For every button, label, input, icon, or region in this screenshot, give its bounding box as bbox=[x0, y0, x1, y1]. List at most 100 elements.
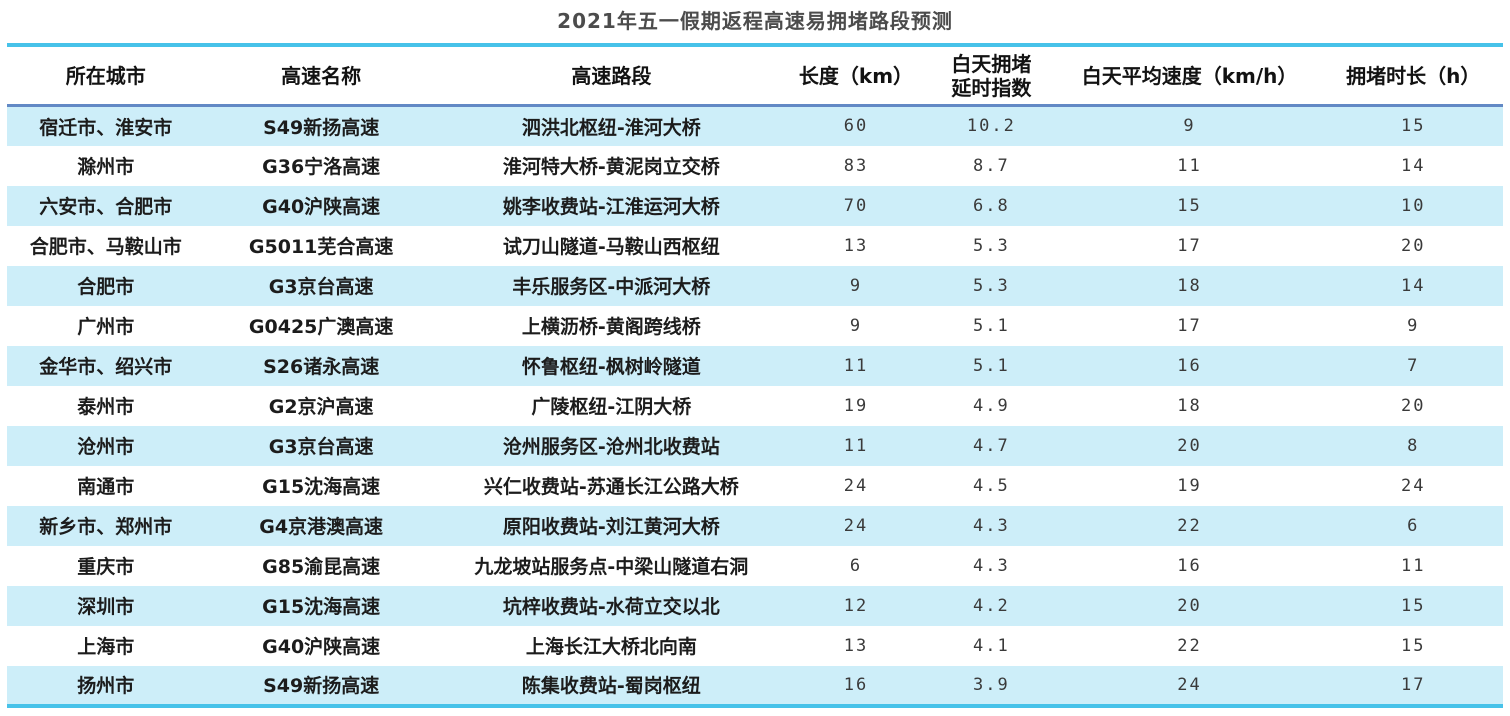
city-cell: 深圳市 bbox=[77, 596, 135, 618]
header-length-km: 长度（km） bbox=[784, 45, 928, 107]
avg-speed-cell: 20 bbox=[1177, 435, 1202, 456]
table-row: 金华市、绍兴市 S26诸永高速 怀鲁枢纽-枫树岭隧道 11 5.1 16 7 bbox=[7, 345, 1503, 386]
city-cell: 南通市 bbox=[77, 476, 135, 498]
highway-section-cell: 丰乐服务区-中派河大桥 bbox=[512, 276, 711, 298]
header-highway-section: 高速路段 bbox=[437, 45, 785, 107]
city-cell: 上海市 bbox=[77, 636, 135, 658]
city-cell: 合肥市、马鞍山市 bbox=[29, 236, 182, 258]
length-km-cell: 16 bbox=[843, 674, 869, 695]
city-cell: 扬州市 bbox=[77, 675, 135, 697]
highway-name-cell: G15沈海高速 bbox=[262, 476, 381, 498]
congestion-hours-cell: 7 bbox=[1407, 355, 1420, 376]
highway-name-cell: G4京港澳高速 bbox=[259, 516, 384, 538]
table-row: 深圳市 G15沈海高速 坑梓收费站-水荷立交以北 12 4.2 20 15 bbox=[7, 585, 1503, 626]
highway-section-cell: 九龙坡站服务点-中梁山隧道右洞 bbox=[474, 556, 749, 578]
delay-index-cell: 4.3 bbox=[972, 515, 1010, 536]
delay-index-cell: 4.9 bbox=[972, 395, 1010, 416]
table-row: 合肥市、马鞍山市 G5011芜合高速 试刀山隧道-马鞍山西枢纽 13 5.3 17 20 bbox=[7, 225, 1503, 266]
length-km-cell: 24 bbox=[843, 475, 869, 496]
highway-name-cell: G15沈海高速 bbox=[262, 596, 381, 618]
table-header: 所在城市 高速名称 高速路段 长度（km） 白天拥堵 延时指数 白天平均速度（k… bbox=[7, 45, 1503, 107]
table-row: 宿迁市、淮安市 S49新扬高速 泗洪北枢纽-淮河大桥 60 10.2 9 15 bbox=[7, 105, 1503, 146]
highway-section-cell: 兴仁收费站-苏通长江公路大桥 bbox=[483, 476, 739, 498]
highway-section-cell: 怀鲁枢纽-枫树岭隧道 bbox=[521, 356, 701, 378]
header-daytime-avg-speed: 白天平均速度（km/h） bbox=[1055, 45, 1324, 107]
congestion-hours-cell: 8 bbox=[1407, 435, 1420, 456]
congestion-hours-cell: 9 bbox=[1407, 315, 1420, 336]
delay-index-cell: 4.7 bbox=[972, 435, 1010, 456]
city-cell: 滁州市 bbox=[77, 156, 135, 178]
highway-name-cell: G3京台高速 bbox=[268, 436, 374, 458]
table-row: 六安市、合肥市 G40沪陕高速 姚李收费站-江淮运河大桥 70 6.8 15 10 bbox=[7, 185, 1503, 226]
length-km-cell: 9 bbox=[849, 275, 863, 296]
delay-index-cell: 3.9 bbox=[972, 674, 1010, 695]
delay-index-cell: 5.1 bbox=[972, 355, 1010, 376]
highway-name-cell: S49新扬高速 bbox=[263, 116, 380, 139]
city-cell: 六安市、合肥市 bbox=[39, 196, 173, 218]
congestion-hours-cell: 15 bbox=[1400, 116, 1426, 137]
city-cell: 合肥市 bbox=[77, 276, 135, 298]
avg-speed-cell: 11 bbox=[1177, 155, 1202, 176]
city-cell: 广州市 bbox=[77, 316, 135, 338]
header-congestion-hours: 拥堵时长（h） bbox=[1323, 45, 1503, 107]
avg-speed-cell: 20 bbox=[1177, 595, 1202, 616]
congestion-hours-cell: 10 bbox=[1400, 195, 1426, 216]
city-cell: 重庆市 bbox=[77, 556, 135, 578]
avg-speed-cell: 18 bbox=[1177, 275, 1202, 296]
table-body: 宿迁市、淮安市 S49新扬高速 泗洪北枢纽-淮河大桥 60 10.2 9 15 滁州市 G36宁… bbox=[7, 105, 1503, 706]
table-row: 重庆市 G85渝昆高速 九龙坡站服务点-中梁山隧道右洞 6 4.3 16 11 bbox=[7, 545, 1503, 586]
highway-section-cell: 陈集收费站-蜀岗枢纽 bbox=[521, 675, 701, 697]
congestion-hours-cell: 14 bbox=[1400, 155, 1426, 176]
length-km-cell: 13 bbox=[843, 635, 869, 656]
delay-index-cell: 4.5 bbox=[972, 475, 1010, 496]
congestion-hours-cell: 20 bbox=[1400, 235, 1426, 256]
table-row: 沧州市 G3京台高速 沧州服务区-沧州北收费站 11 4.7 20 8 bbox=[7, 425, 1503, 466]
highway-section-cell: 广陵枢纽-江阴大桥 bbox=[531, 396, 692, 418]
table-row: 滁州市 G36宁洛高速 淮河特大桥-黄泥岗立交桥 83 8.7 11 14 bbox=[7, 145, 1503, 186]
table-row: 广州市 G0425广澳高速 上横沥桥-黄阁跨线桥 9 5.1 17 9 bbox=[7, 305, 1503, 346]
city-cell: 沧州市 bbox=[77, 436, 135, 458]
city-cell: 泰州市 bbox=[77, 396, 135, 418]
avg-speed-cell: 17 bbox=[1177, 315, 1202, 336]
table-row: 扬州市 S49新扬高速 陈集收费站-蜀岗枢纽 16 3.9 24 17 bbox=[7, 665, 1503, 706]
avg-speed-cell: 24 bbox=[1177, 674, 1202, 695]
delay-index-cell: 4.3 bbox=[972, 555, 1010, 576]
congestion-hours-cell: 20 bbox=[1400, 395, 1426, 416]
avg-speed-cell: 22 bbox=[1177, 515, 1202, 536]
delay-index-cell: 8.7 bbox=[972, 155, 1010, 176]
city-cell: 金华市、绍兴市 bbox=[39, 356, 173, 378]
header-daytime-delay-index: 白天拥堵 延时指数 bbox=[927, 45, 1056, 107]
avg-speed-cell: 22 bbox=[1177, 635, 1202, 656]
highway-section-cell: 泗洪北枢纽-淮河大桥 bbox=[521, 116, 701, 139]
highway-name-cell: G3京台高速 bbox=[268, 276, 374, 298]
avg-speed-cell: 9 bbox=[1183, 116, 1196, 137]
length-km-cell: 70 bbox=[843, 195, 869, 216]
highway-name-cell: G5011芜合高速 bbox=[248, 236, 394, 258]
delay-index-cell: 5.1 bbox=[972, 315, 1010, 336]
length-km-cell: 6 bbox=[849, 555, 863, 576]
page-title: 2021年五一假期返程高速易拥堵路段预测 bbox=[557, 9, 953, 33]
avg-speed-cell: 19 bbox=[1177, 475, 1202, 496]
delay-index-cell: 5.3 bbox=[972, 235, 1010, 256]
congestion-hours-cell: 15 bbox=[1400, 635, 1426, 656]
highway-name-cell: G40沪陕高速 bbox=[262, 636, 381, 658]
table-row: 合肥市 G3京台高速 丰乐服务区-中派河大桥 9 5.3 18 14 bbox=[7, 265, 1503, 306]
congestion-table: 所在城市 高速名称 高速路段 长度（km） 白天拥堵 延时指数 白天平均速度（k… bbox=[7, 43, 1503, 708]
delay-index-cell: 5.3 bbox=[972, 275, 1010, 296]
table-row: 新乡市、郑州市 G4京港澳高速 原阳收费站-刘江黄河大桥 24 4.3 22 6 bbox=[7, 505, 1503, 546]
delay-index-cell: 4.1 bbox=[972, 635, 1010, 656]
length-km-cell: 83 bbox=[843, 155, 869, 176]
highway-name-cell: S49新扬高速 bbox=[263, 675, 380, 697]
highway-name-cell: S26诸永高速 bbox=[263, 356, 380, 378]
highway-section-cell: 上横沥桥-黄阁跨线桥 bbox=[521, 316, 701, 338]
highway-name-cell: G85渝昆高速 bbox=[262, 556, 381, 578]
table-row: 泰州市 G2京沪高速 广陵枢纽-江阴大桥 19 4.9 18 20 bbox=[7, 385, 1503, 426]
highway-section-cell: 淮河特大桥-黄泥岗立交桥 bbox=[502, 156, 720, 178]
length-km-cell: 60 bbox=[843, 116, 869, 137]
highway-name-cell: G40沪陕高速 bbox=[262, 196, 381, 218]
highway-section-cell: 上海长江大桥北向南 bbox=[525, 636, 697, 658]
highway-section-cell: 姚李收费站-江淮运河大桥 bbox=[502, 196, 720, 218]
avg-speed-cell: 17 bbox=[1177, 235, 1202, 256]
header-highway-name: 高速名称 bbox=[204, 45, 438, 107]
